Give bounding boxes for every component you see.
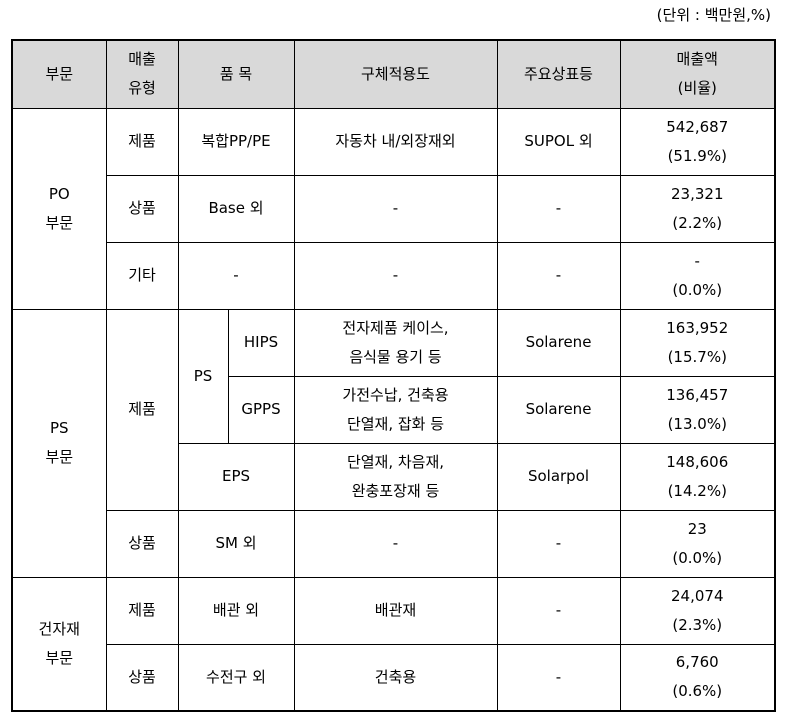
item-cell: EPS	[177, 442, 295, 511]
item-cell: GPPS	[227, 375, 295, 444]
table-row: PS 부문 제품 PS HIPS 전자제품 케이스, 음식물 용기 등 Solare…	[11, 308, 776, 578]
header-sales: 매출액 (비율)	[619, 39, 776, 109]
sales-cell: 136,457 (13.0%)	[619, 375, 776, 444]
type-cell: 제품	[105, 107, 179, 176]
table-row: 상품 SM 외 - - 23 (0.0%)	[12, 509, 776, 578]
usage-cell: 전자제품 케이스, 음식물 용기 등	[293, 308, 498, 377]
type-cell: 상품	[105, 643, 179, 712]
item-cell: -	[177, 241, 295, 310]
table-row: EPS 단열재, 차음재, 완충포장재 등 Solarpol 148,606 (14…	[12, 442, 776, 511]
header-item: 품 목	[177, 39, 295, 109]
header-brand: 주요상표등	[496, 39, 621, 109]
brand-cell: Solarpol	[496, 442, 621, 511]
item-group-ps: PS	[177, 308, 229, 444]
sales-cell: 163,952 (15.7%)	[619, 308, 776, 377]
usage-cell: 자동차 내/외장재외	[293, 107, 498, 176]
type-cell: 제품	[105, 576, 179, 645]
sales-cell: 23 (0.0%)	[619, 509, 776, 578]
unit-note: (단위 : 백만원,%)	[656, 6, 771, 24]
brand-cell: -	[496, 241, 621, 310]
brand-cell: SUPOL 외	[496, 107, 621, 176]
sales-cell: - (0.0%)	[619, 241, 776, 310]
usage-cell: 건축용	[293, 643, 498, 712]
item-cell: 배관 외	[177, 576, 295, 645]
header-sales-type: 매출 유형	[105, 39, 179, 109]
usage-cell: 가전수납, 건축용 단열재, 잡화 등	[293, 375, 498, 444]
item-cell: 복합PP/PE	[177, 107, 295, 176]
sales-cell: 148,606 (14.2%)	[619, 442, 776, 511]
sales-cell: 6,760 (0.6%)	[619, 643, 776, 712]
group-po: PO 부문	[11, 107, 107, 310]
type-cell: 제품	[105, 308, 179, 511]
sales-table: 부문 매출 유형 품 목 구체적용도 주요상표등 매출액 (비율) PO 부문 제품 …	[11, 39, 776, 712]
group-building-materials: 건자재 부문	[11, 576, 107, 712]
header-usage: 구체적용도	[293, 39, 498, 109]
usage-cell: -	[293, 509, 498, 578]
brand-cell: -	[496, 643, 621, 712]
item-cell: HIPS	[227, 308, 295, 377]
usage-cell: 배관재	[293, 576, 498, 645]
table-row: 상품 수전구 외 건축용 - 6,760 (0.6%)	[12, 643, 776, 712]
type-cell: 상품	[105, 509, 179, 578]
brand-cell: -	[496, 576, 621, 645]
usage-cell: -	[293, 174, 498, 243]
type-cell: 기타	[105, 241, 179, 310]
sales-cell: 23,321 (2.2%)	[619, 174, 776, 243]
item-cell: Base 외	[177, 174, 295, 243]
usage-cell: -	[293, 241, 498, 310]
item-cell: SM 외	[177, 509, 295, 578]
sales-cell: 542,687 (51.9%)	[619, 107, 776, 176]
table-row: PO 부문 제품 복합PP/PE 자동차 내/외장재외 SUPOL 외 542,6…	[11, 107, 776, 310]
group-ps: PS 부문	[11, 308, 107, 578]
brand-cell: -	[496, 174, 621, 243]
header-division: 부문	[11, 39, 107, 109]
item-cell: 수전구 외	[177, 643, 295, 712]
type-cell: 상품	[105, 174, 179, 243]
table-row: GPPS 가전수납, 건축용 단열재, 잡화 등 Solarene 136,457…	[12, 375, 776, 444]
brand-cell: -	[496, 509, 621, 578]
table-row: 상품 Base 외 - - 23,321 (2.2%)	[12, 174, 776, 243]
header-row: 부문 매출 유형 품 목 구체적용도 주요상표등 매출액 (비율)	[11, 39, 776, 109]
brand-cell: Solarene	[496, 375, 621, 444]
brand-cell: Solarene	[496, 308, 621, 377]
usage-cell: 단열재, 차음재, 완충포장재 등	[293, 442, 498, 511]
table-row: 기타 - - - - (0.0%)	[12, 241, 776, 310]
sales-cell: 24,074 (2.3%)	[619, 576, 776, 645]
table-row: 건자재 부문 제품 배관 외 배관재 - 24,074 (2.3%)	[11, 576, 776, 712]
